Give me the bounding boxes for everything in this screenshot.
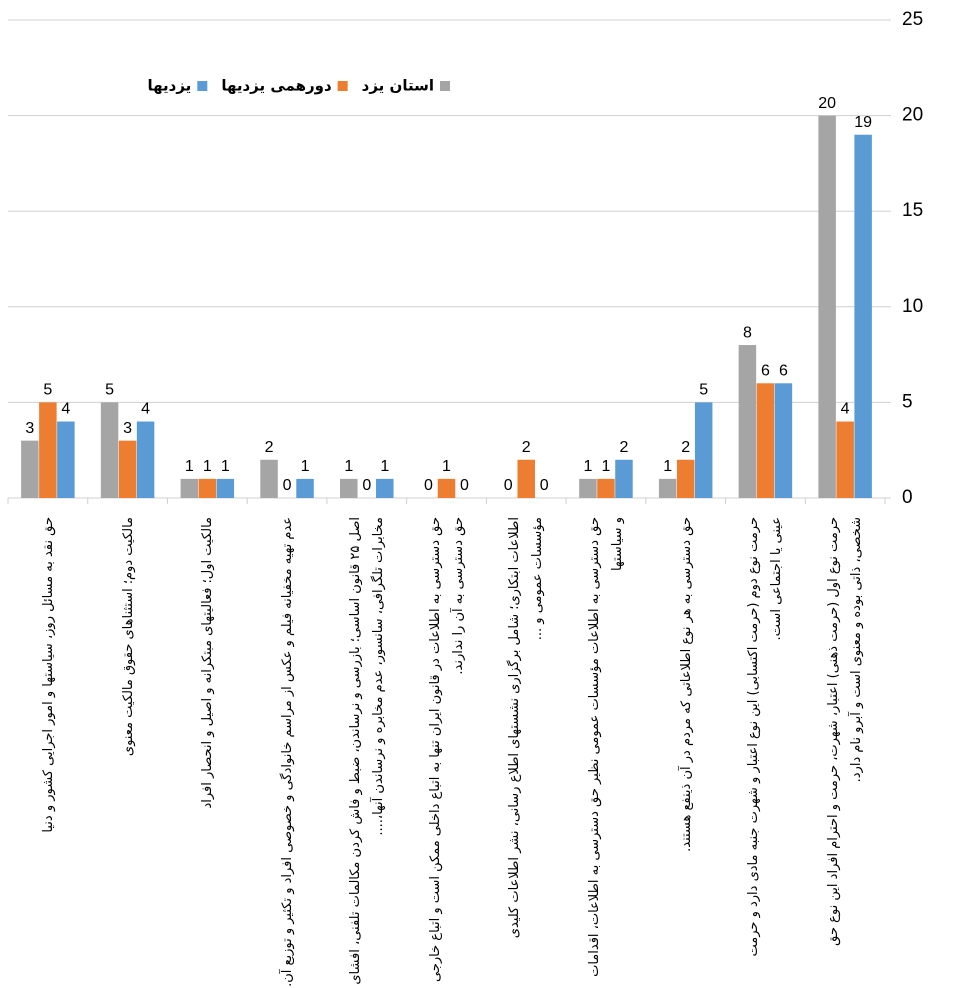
x-tick-label: اصل ۲۵ قانون اساسی؛ بازرسی و نرساندن، ضب… (344, 517, 390, 987)
value-label: 2 (620, 439, 629, 456)
bar (180, 478, 199, 498)
bar (340, 478, 358, 498)
x-tick-label: حق دسترسی به هر نوع اطلاعاتی که مردم در … (663, 517, 709, 987)
x-tick-label-text: مالکیت دوم؛ استثناهای حقوق مالکیت معنوی (120, 517, 136, 757)
value-label: 2 (681, 439, 690, 456)
legend-swatch (197, 81, 208, 91)
value-label: 1 (203, 458, 212, 475)
x-tick-label-text: حق دسترسی به هر نوع اطلاعاتی که مردم در … (678, 517, 694, 852)
value-label: 0 (460, 477, 469, 494)
x-tick-label-text: حرمت نوع اول (حرمت ذهنی) اعتبار، شهرت، ح… (826, 517, 865, 946)
value-label: 0 (362, 477, 371, 494)
value-label: 4 (841, 401, 850, 418)
x-tick-label-text: عدم تهیه مخفیانه فیلم و عکس از مراسم خان… (279, 517, 295, 987)
bar (100, 402, 119, 498)
value-label: 3 (25, 420, 34, 437)
legend-label: یزدیها (147, 77, 191, 95)
x-tick-label-text: مالکیت اول؛ فعالیتهای مبتکرانه و اصیل و … (199, 517, 215, 809)
x-tick-label-text: حق دسترسی به اطلاعات مؤسسات عمومی نظیر ح… (586, 517, 625, 977)
value-label: 1 (185, 458, 194, 475)
bar (198, 478, 217, 498)
value-label: 20 (818, 95, 836, 112)
legend-swatch (440, 81, 450, 91)
bar (260, 459, 278, 498)
y-tick-label: 25 (902, 9, 923, 30)
x-tick-label-text: اصل ۲۵ قانون اساسی؛ بازرسی و نرساندن، ضب… (347, 517, 386, 985)
bar (39, 402, 57, 498)
bar (376, 478, 394, 498)
value-label: 19 (854, 114, 872, 131)
bar (854, 134, 872, 498)
value-label: 1 (584, 458, 593, 475)
value-label: 5 (699, 382, 708, 399)
bar (774, 383, 793, 498)
value-label: 0 (504, 477, 513, 494)
bar (517, 459, 535, 498)
bar (296, 478, 314, 498)
bar (118, 440, 137, 498)
bar (694, 402, 713, 498)
bar (836, 421, 854, 498)
value-label: 1 (380, 458, 389, 475)
bar (756, 383, 775, 498)
bar (437, 478, 456, 498)
value-label: 1 (442, 458, 451, 475)
legend-swatch (337, 81, 348, 91)
value-label: 1 (663, 458, 672, 475)
x-tick-label: حرمت نوع دوم (حرمت اکتسابی) این نوع اعتب… (742, 517, 788, 987)
x-tick-label: عدم تهیه مخفیانه فیلم و عکس از مراسم خان… (264, 517, 310, 987)
y-tick-label: 0 (902, 487, 913, 508)
value-label: 0 (540, 477, 549, 494)
y-tick-label: 5 (902, 391, 913, 412)
y-tick-label: 20 (902, 105, 923, 126)
value-label: 1 (602, 458, 611, 475)
value-label: 1 (344, 458, 353, 475)
value-label: 6 (761, 362, 770, 379)
bar (136, 421, 155, 498)
y-tick-label: 15 (902, 200, 923, 221)
bar (615, 459, 633, 498)
value-label: 8 (743, 324, 752, 341)
x-tick-label-text: حق نقد به مسائل روز، سیاستها و امور اجرا… (40, 517, 56, 833)
bar (21, 440, 39, 498)
legend-label: استان یزد (362, 77, 434, 95)
value-label: 2 (265, 439, 274, 456)
value-label: 6 (779, 362, 788, 379)
x-tick-label: اطلاعات ابتکاری؛ شامل برگزاری نشستهای اط… (503, 517, 549, 987)
value-label: 2 (522, 439, 531, 456)
value-label: 5 (105, 382, 114, 399)
x-tick-label: مالکیت اول؛ فعالیتهای مبتکرانه و اصیل و … (184, 517, 230, 987)
bar (658, 478, 677, 498)
value-label: 0 (424, 477, 433, 494)
x-tick-label: مالکیت دوم؛ استثناهای حقوق مالکیت معنوی (105, 517, 151, 987)
legend-label: دورهمی یزدیها (221, 77, 332, 95)
bar (216, 478, 235, 498)
x-tick-label-text: حق دسترسی به اطلاعات در قانون ایران تنها… (427, 517, 466, 982)
x-tick-label: حق دسترسی به اطلاعات در قانون ایران تنها… (424, 517, 470, 987)
x-tick-label: حرمت نوع اول (حرمت ذهنی) اعتبار، شهرت، ح… (822, 517, 868, 987)
bar (579, 478, 597, 498)
bar (597, 478, 615, 498)
bar (676, 459, 695, 498)
value-label: 1 (301, 458, 310, 475)
x-tick-label-text: اطلاعات ابتکاری؛ شامل برگزاری نشستهای اط… (507, 517, 546, 939)
x-tick-label: حق نقد به مسائل روز، سیاستها و امور اجرا… (25, 517, 71, 987)
x-tick-label: حق دسترسی به اطلاعات مؤسسات عمومی نظیر ح… (583, 517, 629, 987)
value-label: 4 (141, 401, 150, 418)
value-label: 0 (283, 477, 292, 494)
value-label: 4 (61, 401, 70, 418)
x-tick-label-text: حرمت نوع دوم (حرمت اکتسابی) این نوع اعتب… (746, 517, 785, 957)
value-label: 3 (123, 420, 132, 437)
bar (57, 421, 75, 498)
value-label: 1 (221, 458, 230, 475)
bar (818, 115, 836, 498)
value-label: 5 (43, 382, 52, 399)
bar (738, 345, 757, 498)
y-tick-label: 10 (902, 296, 923, 317)
